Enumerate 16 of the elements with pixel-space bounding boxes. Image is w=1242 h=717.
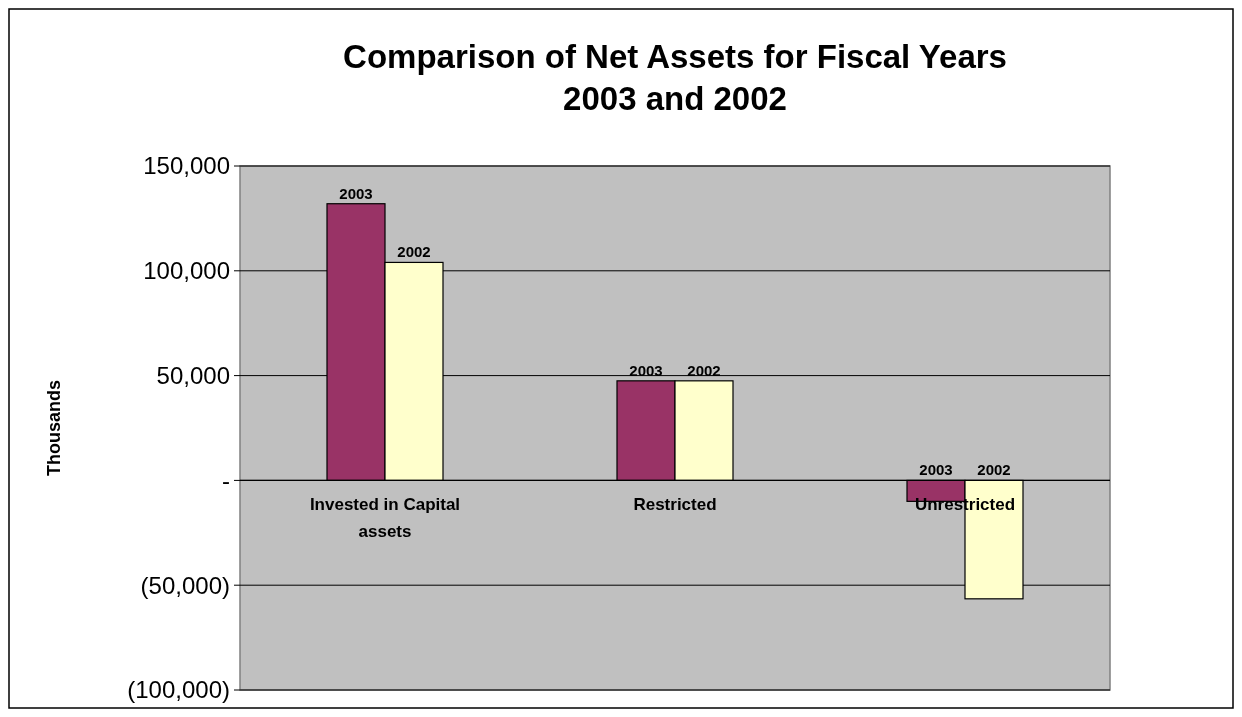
x-tick-label: Invested in Capital assets bbox=[309, 495, 461, 542]
y-axis-title: Thousands bbox=[44, 379, 64, 477]
text: 2003 bbox=[629, 361, 663, 379]
text: 2002 bbox=[687, 361, 721, 379]
y-tick-label: (100,000) bbox=[127, 676, 230, 704]
series-label: 2002 bbox=[397, 243, 431, 261]
y-tick-label: 100,000 bbox=[143, 257, 230, 285]
text: 2003 bbox=[919, 461, 953, 479]
y-tick-label: 50,000 bbox=[156, 362, 230, 389]
chart-title: Comparison of Net Assets for Fiscal Years 2003 and 2002 bbox=[343, 38, 1007, 117]
series-label: 2003 bbox=[339, 184, 373, 202]
text: 2002 bbox=[977, 461, 1011, 479]
x-tick-label: Restricted bbox=[633, 495, 717, 515]
y-tick-label: (50,000) bbox=[140, 571, 230, 599]
y-tick-label: - bbox=[222, 466, 230, 494]
y-tick-label: 150,000 bbox=[143, 152, 230, 180]
